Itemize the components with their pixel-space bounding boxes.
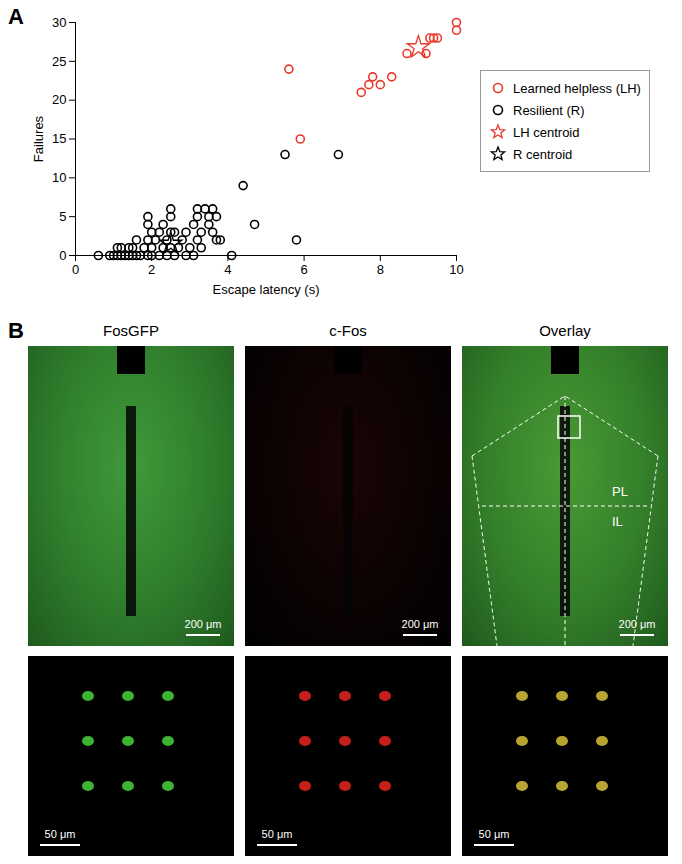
svg-text:20: 20 [52,92,66,107]
html-text:c-Fos: c-Fos [329,322,367,339]
html-text:R centroid: R centroid [513,146,573,162]
html-text:LH centroid: LH centroid [513,124,580,140]
svg-text:15: 15 [52,131,66,146]
html-text:B: B [8,318,24,343]
svg-text:Escape latency (s): Escape latency (s) [213,282,320,297]
html-text:A: A [8,4,24,29]
svg-text:10: 10 [52,170,66,185]
svg-text:0: 0 [72,262,79,277]
html-text:50 μm: 50 μm [478,828,510,840]
svg-text:Failures: Failures [31,115,46,162]
html-text:Resilient (R): Resilient (R) [513,102,585,118]
svg-text:0: 0 [59,248,66,263]
svg-text:25: 25 [52,53,66,68]
html-text:200 μm: 200 μm [184,618,222,630]
html-text:Learned helpless (LH): Learned helpless (LH) [513,80,641,96]
svg-text:6: 6 [300,262,307,277]
svg-text:4: 4 [224,262,231,277]
html-text:200 μm: 200 μm [401,618,439,630]
html-text:50 μm: 50 μm [261,828,293,840]
svg-text:5: 5 [59,209,66,224]
html-text:50 μm: 50 μm [44,828,76,840]
svg-text:2: 2 [148,262,155,277]
html-text:PL: PL [612,484,628,499]
svg-text:8: 8 [377,262,384,277]
html-text:FosGFP: FosGFP [103,322,159,339]
html-text:200 μm: 200 μm [618,618,656,630]
svg-text:10: 10 [449,262,463,277]
svg-text:30: 30 [52,15,66,30]
html-text:Overlay: Overlay [539,322,591,339]
html-text:IL: IL [612,514,623,529]
